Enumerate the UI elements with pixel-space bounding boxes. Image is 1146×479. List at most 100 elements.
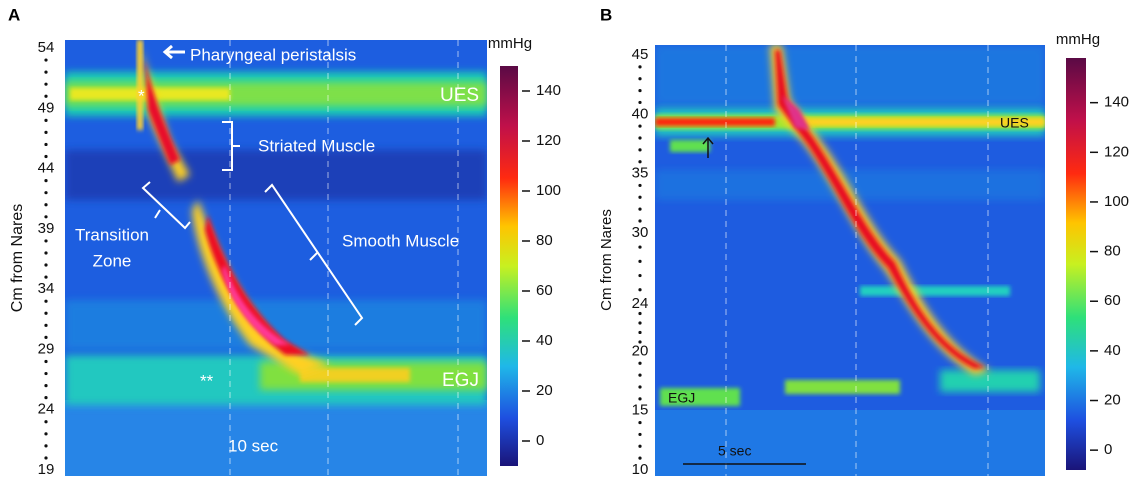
y-tick-label: 49	[38, 99, 55, 116]
axis-dot	[638, 385, 641, 388]
axis-dot	[44, 336, 47, 339]
y-axis-title: Cm from Nares	[598, 209, 615, 311]
axis-dot	[638, 77, 641, 80]
annotation: Zone	[93, 251, 132, 270]
axis-dot	[44, 83, 47, 86]
axis-dot	[638, 274, 641, 277]
colorbar-tick-label: 20	[536, 382, 553, 399]
y-tick-label: 45	[632, 46, 649, 63]
annotation: 5 sec	[718, 443, 751, 459]
axis-dot	[44, 58, 47, 61]
axis-dot	[44, 420, 47, 423]
y-tick-label: 35	[632, 165, 649, 182]
colorbar	[1066, 58, 1086, 470]
y-tick-label: 20	[632, 342, 649, 359]
annotation: UES	[440, 85, 479, 106]
axis-dot	[44, 324, 47, 327]
axis-dot	[44, 203, 47, 206]
axis-dot	[44, 384, 47, 387]
axis-dot	[638, 136, 641, 139]
annotation: UES	[1000, 115, 1029, 131]
colorbar-tick-label: 60	[1104, 292, 1121, 309]
y-tick-label: 44	[38, 160, 55, 177]
axis-dot	[44, 179, 47, 182]
axis-dot	[44, 275, 47, 278]
axis-dot	[638, 362, 641, 365]
y-tick-label: 10	[632, 461, 649, 478]
y-tick-label: 54	[38, 39, 55, 56]
colorbar-tick-label: 100	[1104, 193, 1129, 210]
y-tick-label: 34	[38, 280, 55, 297]
colorbar-tick-label: 120	[536, 132, 561, 149]
colorbar-tick-label: 0	[1104, 441, 1112, 458]
axis-dot	[44, 71, 47, 74]
axis-dot	[638, 421, 641, 424]
heatmap-b	[655, 45, 1045, 476]
axis-dot	[638, 331, 641, 334]
axis-dot	[638, 196, 641, 199]
colorbar-tick-label: 140	[1104, 94, 1129, 111]
colorbar-tick-label: 0	[536, 432, 544, 449]
y-tick-label: 24	[632, 295, 649, 312]
colorbar-unit: mmHg	[1056, 31, 1100, 48]
axis-dot	[638, 260, 641, 263]
axis-dot	[638, 340, 641, 343]
axis-dot	[44, 312, 47, 315]
annotation: Transition	[75, 225, 149, 244]
colorbar-tick-label: 120	[1104, 143, 1129, 160]
axis-dot	[638, 101, 641, 104]
axis-dot	[638, 219, 641, 222]
axis-dot	[44, 239, 47, 242]
axis-dot	[44, 444, 47, 447]
y-tick-label: 30	[632, 224, 649, 241]
y-tick-label: 24	[38, 401, 55, 418]
axis-dot	[44, 372, 47, 375]
colorbar-tick-label: 40	[536, 332, 553, 349]
axis-dot	[44, 396, 47, 399]
colorbar-tick-label: 100	[536, 182, 561, 199]
axis-dot	[44, 119, 47, 122]
annotation: 10 sec	[228, 436, 279, 455]
axis-dot	[638, 312, 641, 315]
axis-dot	[44, 215, 47, 218]
axis-dot	[44, 191, 47, 194]
axis-dot	[638, 65, 641, 68]
axis-dot	[44, 300, 47, 303]
axis-dot	[638, 397, 641, 400]
axis-dot	[638, 184, 641, 187]
axis-dot	[44, 360, 47, 363]
annotation: **	[200, 371, 214, 390]
axis-dot	[638, 288, 641, 291]
axis-dot	[44, 251, 47, 254]
axis-dot	[638, 245, 641, 248]
axis-dot	[638, 208, 641, 211]
y-tick-label: 40	[632, 105, 649, 122]
colorbar	[500, 66, 518, 466]
colorbar-tick-label: 80	[1104, 243, 1121, 260]
y-axis-title: Cm from Nares	[9, 204, 26, 312]
axis-dot	[638, 433, 641, 436]
axis-dot	[44, 143, 47, 146]
axis-dot	[44, 155, 47, 158]
axis-dot	[638, 125, 641, 128]
axis-dot	[44, 131, 47, 134]
annotation: Pharyngeal peristalsis	[190, 45, 356, 64]
annotation: Smooth Muscle	[342, 231, 459, 250]
colorbar-tick-label: 140	[536, 82, 561, 99]
axis-dot	[638, 160, 641, 163]
axis-dot	[44, 263, 47, 266]
colorbar-tick-label: 40	[1104, 342, 1121, 359]
axis-dot	[44, 456, 47, 459]
colorbar-unit: mmHg	[488, 35, 532, 52]
axis-dot	[638, 321, 641, 324]
colorbar-tick-label: 20	[1104, 391, 1121, 408]
colorbar-tick-label: 80	[536, 232, 553, 249]
y-tick-label: 29	[38, 340, 55, 357]
colorbar-tick-label: 60	[536, 282, 553, 299]
axis-dot	[638, 89, 641, 92]
y-tick-label: 15	[632, 402, 649, 419]
axis-dot	[638, 457, 641, 460]
axis-dot	[638, 445, 641, 448]
axis-dot	[44, 432, 47, 435]
axis-dot	[44, 95, 47, 98]
